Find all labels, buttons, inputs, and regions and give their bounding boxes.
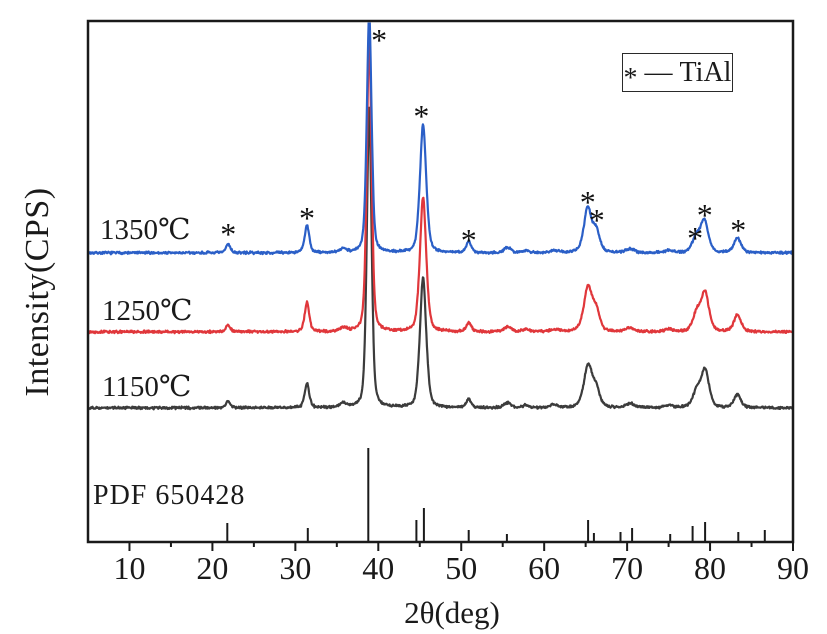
x-tick-label: 60 — [528, 550, 560, 586]
phase-marker-asterisk: * — [220, 216, 236, 252]
x-tick-label: 70 — [611, 550, 643, 586]
phase-marker-asterisk: * — [413, 98, 429, 134]
series-curve-1350 — [89, 22, 792, 256]
x-tick-label: 20 — [196, 550, 228, 586]
phase-marker-asterisk: * — [730, 212, 746, 248]
x-tick-label: 30 — [279, 550, 311, 586]
legend-label: TiAl — [679, 56, 732, 88]
legend-line-icon: — — [644, 56, 673, 88]
phase-marker-asterisk: * — [589, 202, 605, 238]
y-axis-label: Intensity(CPS) — [19, 187, 56, 397]
phase-marker-asterisk: * — [299, 200, 315, 236]
legend-phase-marker-icon: * — [623, 62, 638, 94]
series-label-1350: 1350℃ — [100, 214, 191, 246]
phase-marker-asterisk: * — [687, 220, 703, 256]
x-tick-label: 80 — [694, 550, 726, 586]
phase-marker-asterisk: * — [697, 197, 713, 233]
x-tick-label: 90 — [777, 550, 809, 586]
series-curve-1150 — [89, 106, 792, 411]
series-label-1150: 1150℃ — [102, 371, 192, 403]
x-tick-label: 10 — [113, 550, 145, 586]
series-curve-1250 — [89, 35, 792, 335]
x-axis-label: 2θ(deg) — [404, 595, 500, 630]
phase-marker-asterisk: * — [580, 184, 596, 220]
x-tick-label: 40 — [362, 550, 394, 586]
x-tick-label: 50 — [445, 550, 477, 586]
plot-frame — [86, 19, 795, 544]
series-label-1250: 1250℃ — [102, 295, 193, 327]
legend-box: * — TiAl — [622, 53, 733, 92]
reference-pattern-label: PDF 650428 — [93, 480, 246, 511]
phase-marker-asterisk: * — [371, 22, 387, 58]
phase-marker-asterisk: * — [461, 222, 477, 258]
